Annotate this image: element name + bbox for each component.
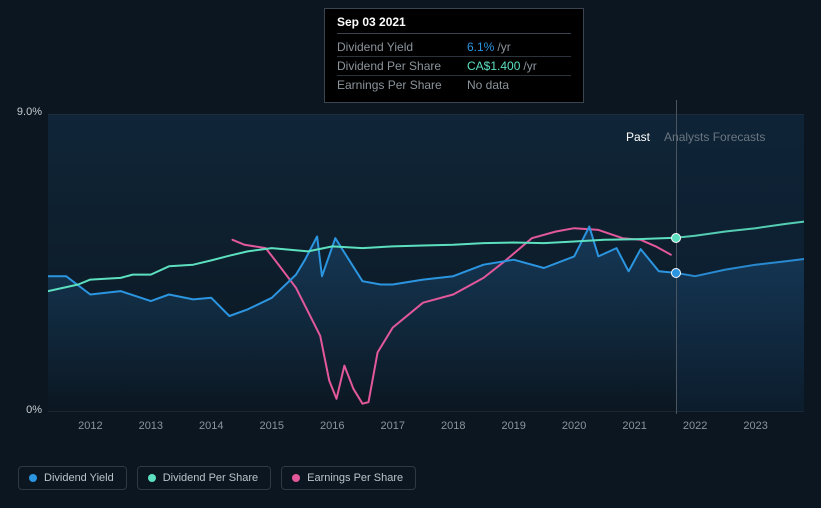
series-marker [671,268,681,278]
x-axis-label: 2022 [683,420,707,432]
toggle-forecast[interactable]: Analysts Forecasts [664,130,765,144]
x-axis-label: 2021 [622,420,646,432]
x-axis-label: 2014 [199,420,223,432]
tooltip-unit: /yr [523,59,536,73]
tooltip-value: 6.1% [467,40,494,54]
tooltip-unit: /yr [497,40,510,54]
x-axis-label: 2016 [320,420,344,432]
dividend-chart: 9.0% 0% 2012 2013 2014 2015 2016 2017 2018 2019… [0,0,821,508]
legend-item[interactable]: Dividend Per Share [137,466,271,490]
legend-label: Dividend Per Share [163,472,258,484]
tooltip-key: Earnings Per Share [337,78,467,92]
series-marker [671,233,681,243]
series-toggle[interactable]: Past Analysts Forecasts [626,130,765,144]
x-axis-label: 2013 [139,420,163,432]
x-axis-label: 2015 [260,420,284,432]
x-axis-label: 2017 [380,420,404,432]
toggle-past[interactable]: Past [626,130,650,144]
legend-dot-icon [292,474,300,482]
tooltip-row: Dividend Yield 6.1% /yr [337,38,571,57]
legend: Dividend Yield Dividend Per Share Earnin… [18,466,416,490]
x-axis-label: 2018 [441,420,465,432]
tooltip-date: Sep 03 2021 [337,15,571,34]
tooltip-row: Earnings Per Share No data [337,76,571,94]
legend-label: Earnings Per Share [307,472,403,484]
cursor-line [676,100,677,414]
x-axis-label: 2020 [562,420,586,432]
plot-area[interactable] [48,114,804,412]
tooltip-key: Dividend Yield [337,40,467,54]
tooltip-value: CA$1.400 [467,59,520,73]
tooltip-row: Dividend Per Share CA$1.400 /yr [337,57,571,76]
y-axis-label-max: 9.0% [17,106,42,118]
y-axis-label-min: 0% [26,404,42,416]
tooltip-value: No data [467,78,509,92]
x-axis-label: 2023 [743,420,767,432]
legend-dot-icon [29,474,37,482]
tooltip: Sep 03 2021 Dividend Yield 6.1% /yrDivid… [324,8,584,103]
x-axis-label: 2019 [501,420,525,432]
x-axis-label: 2012 [78,420,102,432]
tooltip-key: Dividend Per Share [337,59,467,73]
legend-dot-icon [148,474,156,482]
legend-item[interactable]: Dividend Yield [18,466,127,490]
legend-label: Dividend Yield [44,472,114,484]
legend-item[interactable]: Earnings Per Share [281,466,416,490]
